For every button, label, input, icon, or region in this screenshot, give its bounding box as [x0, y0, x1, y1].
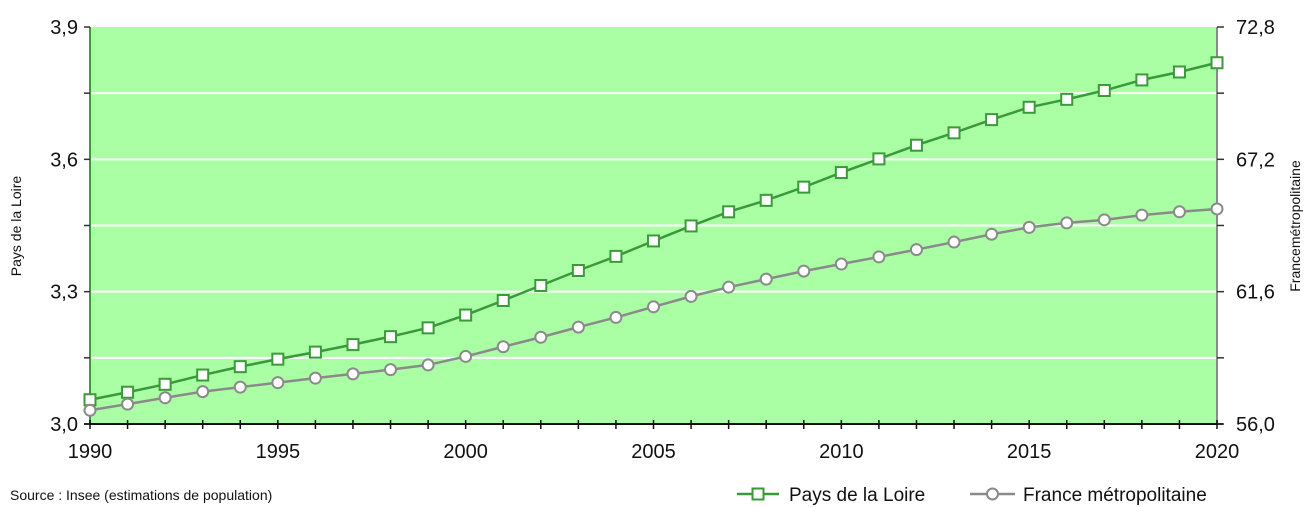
data-point: [421, 358, 435, 372]
circle-marker-icon: [986, 487, 999, 501]
data-point: [1097, 213, 1111, 227]
data-point: [647, 300, 660, 314]
data-point: [797, 264, 811, 278]
data-point: [459, 308, 473, 322]
data-point: [909, 243, 923, 257]
data-point: [1135, 73, 1149, 87]
data-point: [834, 257, 848, 271]
x-tick-label: 2010: [819, 441, 864, 463]
data-point: [1172, 205, 1186, 219]
data-point: [496, 293, 510, 307]
left-axis-title: Pays de la Loire: [8, 176, 24, 277]
right-axis-title: Francemétropolitaine: [1287, 160, 1303, 292]
data-point: [797, 180, 811, 194]
data-point: [722, 280, 736, 294]
data-point: [1135, 208, 1149, 222]
right-tick-label: 56,0: [1236, 414, 1275, 436]
series-group: [83, 56, 1224, 417]
data-point: [346, 338, 360, 352]
data-point: [684, 289, 698, 303]
data-point: [722, 205, 736, 219]
data-point: [1172, 65, 1186, 79]
data-point: [308, 371, 322, 385]
left-tick-label: 3,6: [50, 149, 78, 171]
legend: Pays de la Loire France métropolitaine: [737, 485, 1207, 506]
data-point: [834, 166, 848, 180]
right-tick-label: 61,6: [1236, 282, 1275, 304]
data-point: [571, 263, 585, 277]
data-point: [83, 393, 97, 407]
square-marker-icon: [751, 487, 765, 501]
x-tick-label: 2015: [1007, 441, 1052, 463]
data-point: [684, 219, 698, 233]
x-tick-label: 2000: [443, 441, 488, 463]
series-france-metropolitaine: [83, 202, 1224, 417]
left-tick-label: 3,0: [50, 414, 78, 436]
data-point: [609, 310, 623, 324]
data-point: [647, 234, 660, 248]
x-tick-label: 1990: [68, 441, 113, 463]
data-point: [233, 360, 247, 374]
data-point: [1022, 100, 1036, 114]
data-point: [308, 345, 322, 359]
data-point: [947, 126, 961, 140]
data-point: [196, 385, 210, 399]
legend-item-pays-de-la-loire: Pays de la Loire: [737, 485, 925, 506]
data-point: [196, 368, 210, 382]
data-point: [947, 235, 961, 249]
data-point: [571, 320, 585, 334]
data-point: [534, 330, 548, 344]
data-point: [346, 367, 360, 381]
data-point: [985, 227, 999, 241]
data-point: [121, 385, 135, 399]
legend-label-pays-de-la-loire: Pays de la Loire: [789, 485, 925, 506]
data-point: [421, 321, 435, 335]
data-point: [233, 380, 247, 394]
legend-item-france-metropolitaine: France métropolitaine: [970, 485, 1207, 506]
data-point: [158, 377, 172, 391]
axes: [84, 26, 1224, 429]
data-point: [459, 349, 473, 363]
data-point: [872, 152, 886, 166]
tick-labels: 3,0 3,3 3,6 3,9 56,0 61,6 67,2 72,8 1990 1995 2000…: [50, 17, 1275, 463]
data-point: [985, 113, 999, 127]
data-point: [534, 278, 548, 292]
x-tick-label: 1995: [256, 441, 301, 463]
data-point: [158, 391, 172, 405]
left-tick-label: 3,9: [50, 17, 78, 39]
data-point: [872, 250, 886, 264]
data-point: [609, 249, 623, 263]
data-point: [1060, 92, 1074, 106]
data-point: [271, 376, 285, 390]
legend-label-france-metropolitaine: France métropolitaine: [1023, 485, 1207, 506]
data-point: [496, 340, 510, 354]
data-point: [121, 397, 135, 411]
data-point: [384, 363, 398, 377]
data-point: [384, 330, 398, 344]
data-point: [1022, 220, 1036, 234]
x-tick-label: 2005: [631, 441, 676, 463]
data-point: [83, 403, 97, 417]
data-point: [759, 272, 773, 286]
right-tick-label: 67,2: [1236, 149, 1275, 171]
right-tick-label: 72,8: [1236, 17, 1275, 39]
x-tick-label: 2020: [1195, 441, 1240, 463]
data-point: [909, 138, 923, 152]
data-point: [271, 352, 285, 366]
left-tick-label: 3,3: [50, 282, 78, 304]
data-point: [1210, 56, 1224, 70]
source-note: Source : Insee (estimations de populatio…: [10, 487, 272, 503]
data-point: [759, 193, 773, 207]
data-point: [1210, 202, 1224, 216]
data-point: [1060, 216, 1074, 230]
data-point: [1097, 84, 1111, 98]
